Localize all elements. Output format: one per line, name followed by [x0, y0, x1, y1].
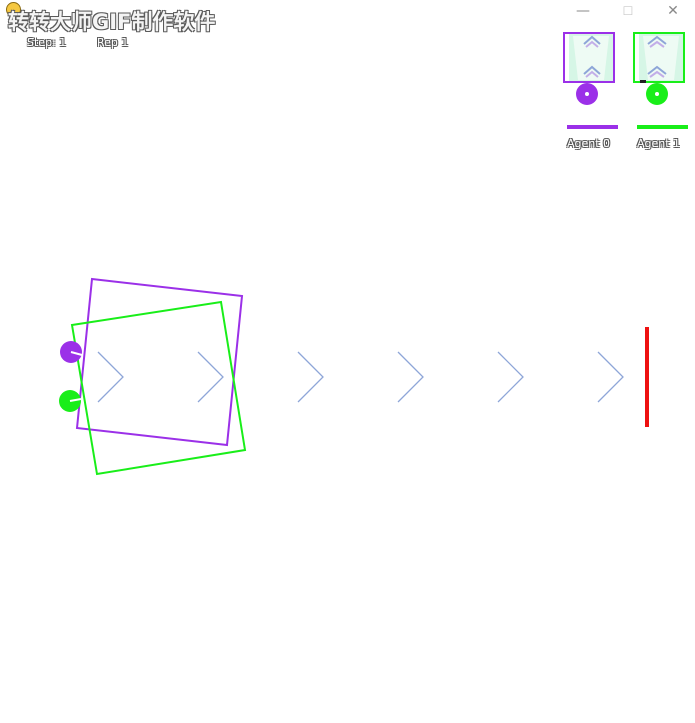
chevron-right-icon	[97, 351, 124, 403]
agent-0-thumbnail	[563, 32, 615, 83]
agent-0-view-box	[75, 277, 244, 447]
rep-counter: Rep 1	[97, 36, 129, 49]
agent-0-label: Agent 0	[567, 137, 611, 150]
chevron-right-icon	[397, 351, 424, 403]
chevron-right-icon	[297, 351, 324, 403]
agent-1-thumbnail	[633, 32, 685, 83]
step-counter: Step: 1	[27, 36, 67, 49]
agent-1-view-box	[70, 300, 247, 476]
chevron-right-icon	[597, 351, 624, 403]
agent-0-legend-swatch	[567, 125, 618, 129]
watermark-logo-icon	[6, 2, 21, 17]
chevron-right-icon	[497, 351, 524, 403]
maximize-button[interactable]: ☐	[622, 4, 634, 18]
agent-1-thumbnail-marker	[646, 83, 668, 105]
watermark-text: 转转大师GIF制作软件	[8, 10, 216, 34]
minimize-button[interactable]: —	[576, 3, 590, 19]
chevron-right-icon	[197, 351, 224, 403]
agent-0-marker	[60, 341, 83, 363]
direction-chevrons	[97, 351, 624, 403]
close-button[interactable]: ✕	[667, 3, 679, 19]
agent-1-legend-swatch	[637, 125, 688, 129]
agent-0-thumbnail-marker	[576, 83, 598, 105]
agent-1-marker	[59, 390, 82, 412]
agent-1-label: Agent 1	[637, 137, 681, 150]
